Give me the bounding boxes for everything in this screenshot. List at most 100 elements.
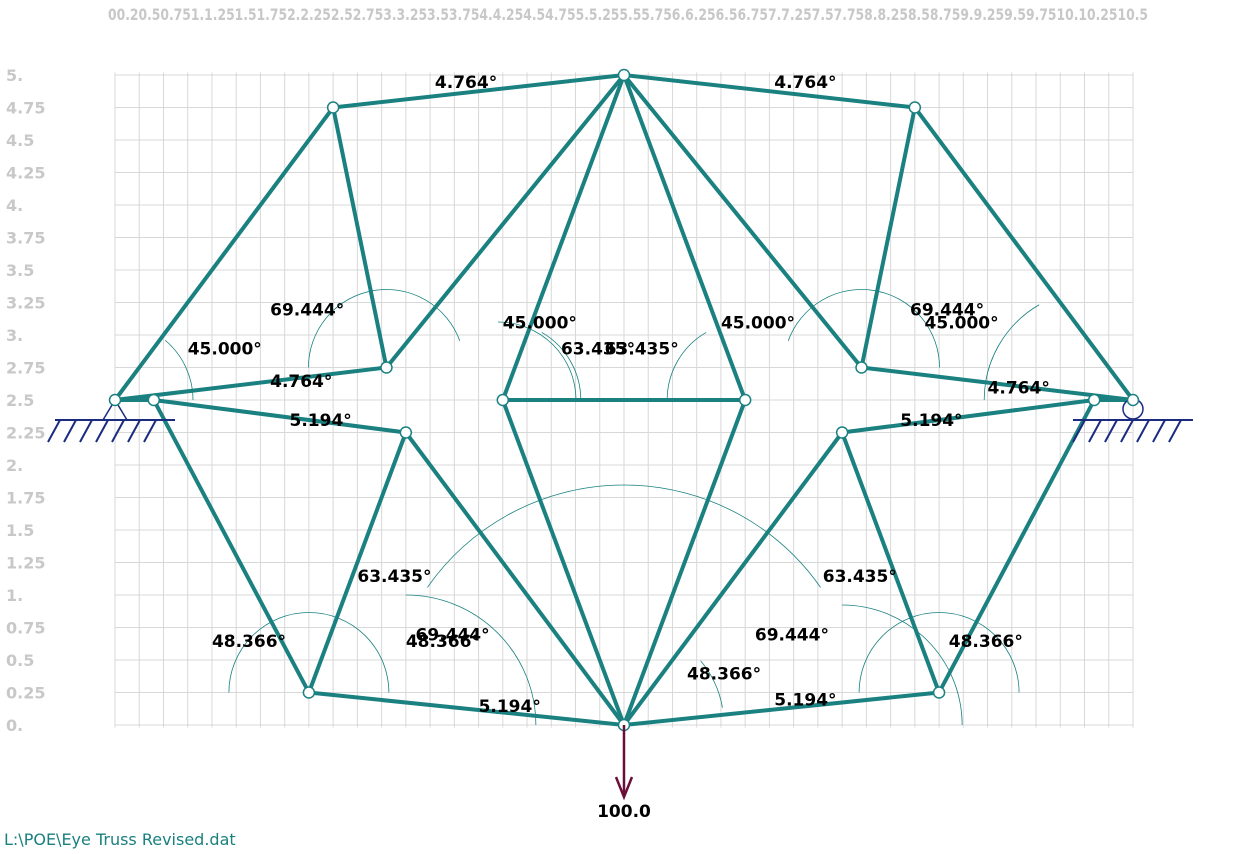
angle-label: 48.366° [687,665,761,685]
ground-hatch [1136,419,1150,443]
truss-node [1087,393,1101,407]
truss-member [621,73,748,402]
angle-label: 45.000° [503,314,577,334]
angle-label: 63.435° [357,567,431,587]
load-value: 100.0 [597,802,651,822]
y-axis-label: 5. [6,66,23,85]
y-axis-label: 0. [6,716,23,735]
y-axis-label: 0.75 [6,619,45,638]
ground-hatch [1168,419,1182,443]
ground-hatch [63,419,77,443]
angle-arc [405,594,537,726]
angle-label: 69.444° [755,626,829,646]
angle-arcs [164,289,1040,726]
ground-hatch [1104,419,1118,443]
x-axis-labels: 00.20.50.751.1.251.51.752.2.252.52.753.3… [108,5,1148,24]
y-axis-label: 4.5 [6,131,34,150]
truss-member [331,73,626,110]
y-axis-label: 3. [6,326,23,345]
y-axis-label: 3.25 [6,294,45,313]
angle-label: 5.194° [479,697,541,717]
truss-node [908,101,922,114]
ground-hatch [79,419,93,443]
y-axis-label: 2.25 [6,424,45,443]
ground-hatch [95,419,109,443]
angle-arc [541,332,582,401]
ground-hatch [127,419,141,443]
angle-label: 4.764° [988,379,1050,399]
angle-label: 45.000° [721,314,795,334]
ground-hatch [1120,419,1134,443]
truss-member [621,690,942,727]
angle-label: 69.444° [910,301,984,321]
angle-arc [427,484,821,588]
y-axis-label: 2.5 [6,391,34,410]
axis-labels: 00.20.50.751.1.251.51.752.2.252.52.753.3… [6,5,1148,735]
angle-arc [983,304,1040,401]
truss-member [331,105,389,370]
truss-node [855,361,868,374]
angle-label: 4.764° [774,73,836,93]
truss-node [302,686,316,699]
angle-label: 48.366° [949,632,1023,652]
angle-label: 45.000° [188,340,262,360]
truss-member [151,398,311,695]
truss-member [840,430,942,695]
angle-arc [308,289,461,368]
truss-member [403,430,626,727]
y-axis-label: 0.25 [6,684,45,703]
truss-node [108,393,122,407]
angle-arc [842,604,963,726]
truss-member [937,398,1097,695]
truss-member [306,430,408,695]
angle-label: 48.366° [212,632,286,652]
truss-node [147,393,161,407]
truss-member [500,73,626,402]
truss-member [621,430,845,727]
angle-label: 45.000° [925,314,999,334]
angle-label: 63.435° [561,340,635,360]
supports [47,398,1193,443]
truss-member [859,365,1135,402]
truss-node [738,393,752,407]
y-axis-label: 4.75 [6,99,45,118]
angle-arc [666,332,707,401]
load-arrow: 100.0 [597,725,651,822]
truss-node [932,686,946,699]
angle-label: 69.444° [416,626,490,646]
y-axis-label: 3.5 [6,261,34,280]
truss-member [151,398,408,435]
ground-hatch [47,419,61,443]
truss-members [113,73,1135,727]
ground-hatch [1152,419,1166,443]
angle-arc [497,321,577,401]
y-axis-label: 0.5 [6,651,34,670]
truss-member [621,73,864,370]
y-axis-label: 1.25 [6,554,45,573]
truss-node [326,101,340,114]
truss-member [621,398,748,727]
angle-arc [787,289,940,368]
file-path: L:\POE\Eye Truss Revised.dat [4,830,236,849]
angle-label: 5.194° [774,691,836,711]
angle-label: 4.764° [270,372,332,392]
angle-label: 48.366° [406,632,480,652]
load-arrow-head [614,776,634,801]
angle-label: 69.444° [270,301,344,321]
truss-node [496,393,510,407]
y-axis-label: 2. [6,456,23,475]
angle-label: 63.435° [605,340,679,360]
ground-hatch [143,419,157,443]
truss-member [840,398,1097,435]
truss-node [380,361,393,374]
angle-label: 5.194° [900,411,962,431]
ground-hatch [1072,419,1086,443]
truss-member [859,105,917,370]
angle-arc [164,339,194,401]
truss-member [621,73,917,110]
angle-labels: 4.764° 4.764°69.444°45.000°63.435°63.435°… [188,73,1050,717]
y-axis-label: 3.75 [6,229,45,248]
truss-member [306,690,626,727]
y-axis-label: 2.75 [6,359,45,378]
y-axis-label: 1.75 [6,489,45,508]
